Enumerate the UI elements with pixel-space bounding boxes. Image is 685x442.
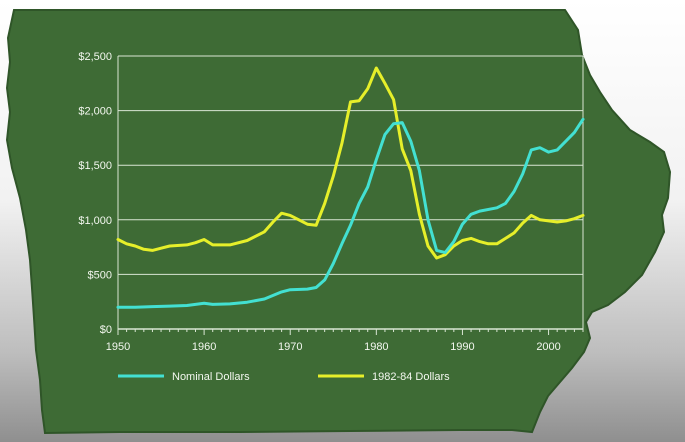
x-tick-label: 1980 [364,341,388,353]
y-tick-label: $1,500 [78,160,112,172]
y-tick-label: $1,000 [78,215,112,227]
x-tick-label: 1970 [278,341,302,353]
x-tick-label: 1950 [106,341,130,353]
y-tick-label: $500 [88,269,112,281]
series-line-nominal-dollars [116,117,585,309]
legend: Nominal Dollars 1982-84 Dollars [118,371,450,383]
x-tick-label: 1960 [192,341,216,353]
y-tick-label: $0 [100,324,112,336]
legend-label: 1982-84 Dollars [372,371,450,383]
x-tick-label: 1990 [450,341,474,353]
iowa-map-silhouette [5,9,672,435]
axes [117,56,584,335]
y-tick-label: $2,000 [78,106,112,118]
legend-label: Nominal Dollars [172,371,250,383]
y-tick-label: $2,500 [78,51,112,63]
tick-labels: $0 $500 $1,000 $1,500 $2,000 $2,500 1950 1960 19… [78,51,560,353]
series-line-real-1982-84-dollars [116,66,585,260]
data-series [116,66,585,309]
x-tick-label: 2000 [536,341,560,353]
